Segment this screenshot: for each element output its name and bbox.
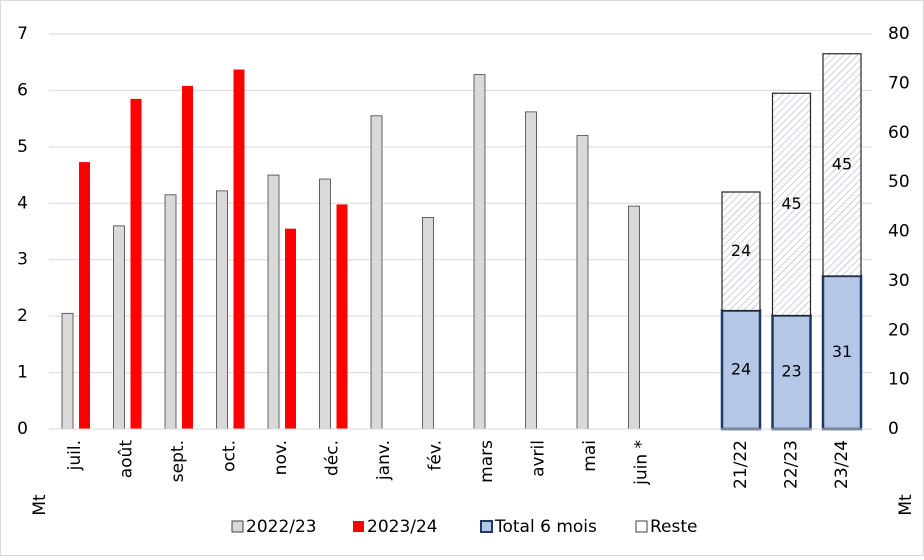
legend-swatch [635, 520, 648, 533]
data-label: 24 [731, 359, 751, 378]
bar [61, 312, 74, 430]
y-tick-label: 6 [17, 80, 28, 100]
y2-tick-label: 30 [888, 271, 910, 291]
bar [113, 225, 125, 430]
data-label: 45 [781, 194, 801, 213]
bar [370, 115, 383, 430]
y2-tick-label: 40 [888, 222, 910, 242]
x-tick-label: nov. [271, 440, 291, 475]
y2-tick-label: 80 [888, 24, 910, 44]
y2-tick-label: 60 [888, 123, 910, 143]
x-tick-label: juil. [65, 440, 85, 471]
x-tick-label: oct. [220, 440, 240, 472]
legend-swatch [353, 521, 364, 532]
y2-tick-label: 10 [888, 370, 910, 390]
bar [233, 69, 245, 430]
y-tick-label: 5 [17, 137, 28, 157]
bar [216, 190, 228, 430]
bar [319, 178, 331, 430]
x-tick-label: 21/22 [731, 440, 751, 489]
data-label: 31 [832, 342, 852, 361]
x-tick-label: 22/23 [782, 440, 802, 489]
bar [422, 216, 434, 430]
bar [628, 205, 640, 430]
data-label: 24 [731, 241, 751, 260]
x-tick-label: mars [477, 440, 497, 483]
bar [267, 174, 280, 430]
x-tick-label: juin * [632, 440, 652, 486]
bar [473, 74, 486, 430]
x-tick-label: août [117, 440, 137, 479]
y-tick-label: 3 [17, 250, 28, 270]
bar [182, 85, 193, 430]
x-tick-label: fév. [426, 440, 446, 471]
stacked-bar [721, 191, 761, 312]
data-label: 23 [781, 362, 801, 381]
data-label: 45 [832, 154, 852, 173]
legend-swatch [231, 520, 244, 533]
bar [336, 204, 348, 429]
y2-tick-label: 50 [888, 172, 910, 192]
bar [576, 135, 589, 430]
bar [164, 194, 177, 430]
bar [130, 98, 142, 430]
y2-tick-label: 0 [888, 419, 899, 439]
legend-label: Total 6 mois [494, 517, 597, 537]
y2-tick-label: 20 [888, 320, 910, 340]
x-tick-label: déc. [323, 440, 343, 476]
x-tick-label: mai [580, 440, 600, 472]
x-tick-label: sept. [168, 440, 188, 482]
bar [79, 162, 90, 430]
stacked-bar [822, 53, 862, 277]
legend-label: 2022/23 [246, 517, 317, 537]
y2-axis-label: Mt [896, 494, 916, 516]
y-axis-label: Mt [30, 494, 50, 516]
x-tick-label: janv. [374, 440, 394, 481]
bar [285, 228, 296, 429]
legend-swatch [480, 520, 493, 533]
y2-tick-label: 70 [888, 73, 910, 93]
y-tick-label: 2 [17, 306, 28, 326]
x-tick-label: avril [529, 440, 549, 477]
bar [525, 111, 537, 430]
y-tick-label: 0 [17, 419, 28, 439]
legend-label: 2023/24 [367, 517, 438, 537]
legend-label: Reste [650, 517, 698, 537]
x-tick-label: 23/24 [832, 440, 852, 489]
y-tick-label: 1 [17, 363, 28, 383]
y-tick-label: 7 [17, 24, 28, 44]
y-tick-label: 4 [17, 193, 28, 213]
stacked-bar [771, 92, 812, 317]
